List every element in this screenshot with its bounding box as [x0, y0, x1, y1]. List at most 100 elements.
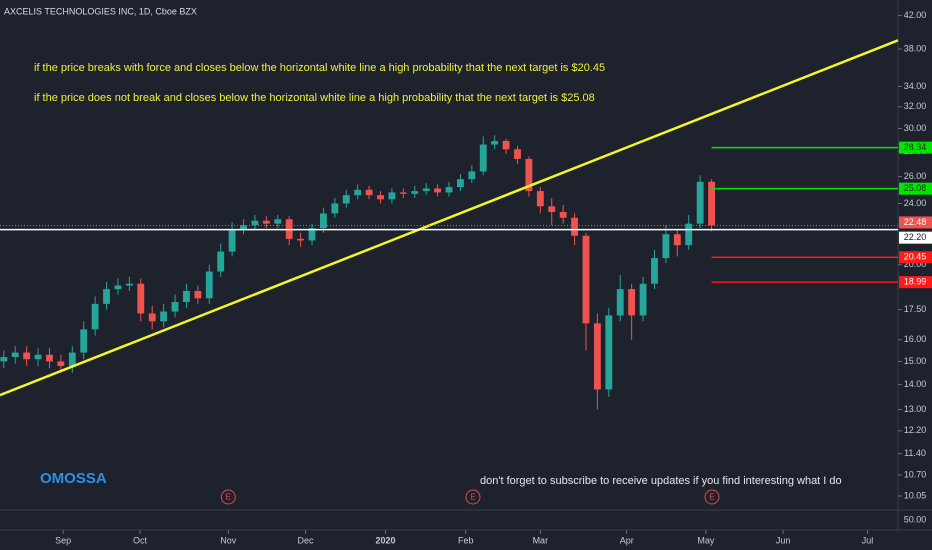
candle-body [445, 187, 453, 193]
candle-body [571, 217, 578, 236]
x-tick-label: 2020 [375, 535, 395, 545]
candle-body [514, 149, 521, 159]
y-tick-label: 30.00 [904, 123, 927, 133]
candle-body [651, 258, 658, 284]
candle-body [354, 189, 362, 196]
price-badge-label: 22.20 [904, 232, 927, 242]
candle-body [399, 192, 407, 194]
y-tick-label: 10.70 [904, 469, 927, 479]
candle-body [616, 289, 624, 316]
y-tick-label: 11.40 [904, 448, 926, 458]
candle-body [320, 213, 327, 229]
y-tick-label: 24.00 [904, 198, 927, 208]
event-label: E [470, 493, 475, 502]
event-marker [220, 489, 236, 505]
candle-body [696, 181, 704, 224]
price-badge [899, 182, 932, 195]
candle-body [80, 329, 88, 353]
price-badge [899, 216, 932, 229]
x-tick-label: Mar [533, 535, 549, 545]
y-tick-label: 13.00 [904, 404, 927, 414]
x-tick-label: Nov [220, 535, 237, 545]
candle-body [479, 144, 487, 172]
y-tick-label: 15.00 [904, 356, 927, 366]
price-badge-label: 18.99 [904, 277, 927, 287]
candle-body [525, 158, 533, 192]
footer-note: don't forget to subscribe to receive upd… [480, 475, 842, 487]
candle-body [456, 179, 464, 188]
y-tick-label: 34.00 [904, 81, 927, 91]
candle-body [171, 302, 179, 312]
y-tick-label: 20.00 [904, 259, 927, 269]
x-tick-label: Oct [133, 535, 148, 545]
x-tick-label: Jul [862, 535, 874, 545]
candle-body [308, 228, 316, 241]
candle-body [422, 188, 430, 192]
candle-body [262, 220, 270, 224]
candle-body [377, 195, 384, 200]
candle-body [240, 225, 247, 230]
candle-body [34, 354, 42, 360]
candle-body [217, 251, 225, 272]
candle-body [491, 141, 499, 145]
x-tick-label: Apr [620, 535, 634, 545]
y-tick-label: 12.20 [904, 425, 927, 435]
candle-body [251, 220, 259, 226]
candle-body [388, 192, 396, 200]
candle-body [628, 289, 636, 316]
candle-body [11, 352, 19, 357]
price-badge-label: 28.34 [904, 142, 927, 152]
candle-body [91, 303, 99, 330]
price-badge [899, 251, 932, 264]
candle-body [536, 191, 544, 207]
candle-body [468, 171, 476, 180]
candle-body [662, 234, 670, 259]
candle-body [114, 285, 122, 290]
candle-body [548, 206, 556, 212]
candle-body [502, 141, 510, 150]
candle-body [331, 203, 339, 214]
price-badge [899, 231, 932, 244]
chart-title: AXCELIS TECHNOLOGIES INC, 1D, Cboe BZX [4, 6, 197, 16]
event-label: E [709, 493, 714, 502]
candle-body [57, 361, 65, 366]
candle-body [46, 354, 53, 362]
price-badge-label: 22.48 [904, 217, 927, 227]
y-tick-label: 42.00 [904, 10, 927, 20]
y-tick-label: 10.05 [904, 490, 927, 500]
watermark: OMOSSA [40, 470, 107, 487]
trend-line [0, 39, 899, 397]
candle-body [228, 229, 236, 252]
y-tick-label: 17.50 [904, 304, 927, 314]
candle-body [160, 311, 168, 322]
x-tick-label: Sep [55, 535, 71, 545]
x-tick-label: Jun [776, 535, 791, 545]
candle-body [434, 188, 442, 193]
price-badge-label: 25.08 [904, 183, 927, 193]
candle-body [194, 290, 202, 299]
candle-body [639, 283, 647, 316]
y-tick-label: 38.00 [904, 43, 927, 53]
candle-body [708, 181, 715, 226]
annotation: if the price does not break and closes b… [34, 92, 595, 104]
candle-body [582, 235, 590, 324]
candle-body [673, 234, 681, 246]
y-tick-label: 26.00 [904, 171, 927, 181]
candle-body [685, 223, 693, 246]
price-badge-label: 20.45 [904, 252, 927, 262]
candle-body [137, 283, 145, 314]
candle-body [342, 195, 350, 204]
event-marker [704, 489, 720, 505]
candle-body [148, 313, 156, 322]
candle-body [68, 352, 76, 366]
candle-body [125, 283, 133, 286]
marks [0, 39, 899, 410]
candle-body [205, 271, 213, 299]
candle-body [103, 289, 110, 304]
x-tick-label: Feb [458, 535, 474, 545]
x-tick-label: May [697, 535, 715, 545]
annotation: if the price breaks with force and close… [34, 62, 605, 74]
